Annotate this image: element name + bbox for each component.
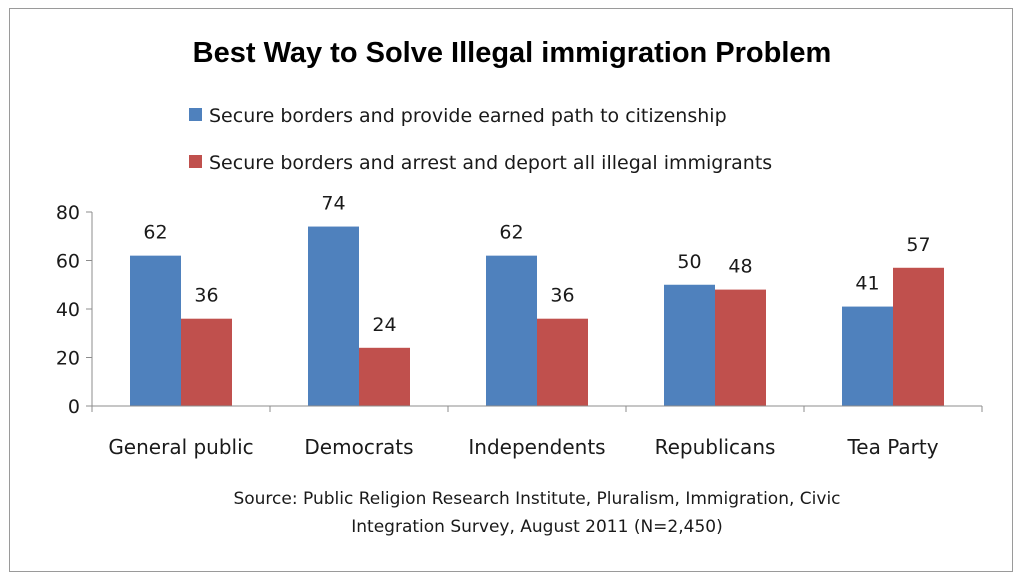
- data-label-independents-series-2: 36: [550, 285, 574, 307]
- bar-tea-party-series-1: [842, 306, 893, 406]
- data-label-republicans-series-1: 50: [677, 251, 701, 273]
- bar-independents-series-1: [486, 255, 537, 406]
- source-note: Source: Public Religion Research Institu…: [233, 489, 840, 537]
- data-label-tea-party-series-2: 57: [906, 234, 930, 256]
- data-label-democrats-series-2: 24: [372, 314, 396, 336]
- bar-tea-party-series-2: [893, 267, 944, 406]
- y-tick-label: 0: [68, 396, 80, 418]
- source-line-2: Integration Survey, August 2011 (N=2,450…: [351, 517, 722, 537]
- legend-swatch-path-to-citizenship: [189, 108, 202, 121]
- plot-area: 0 20 40 60 80 62 36 General public 74 24 Democrats…: [56, 193, 983, 459]
- data-label-tea-party-series-1: 41: [855, 273, 879, 295]
- x-tick-label-tea-party: Tea Party: [846, 435, 938, 459]
- y-tick-label: 40: [56, 299, 80, 321]
- legend-label-path-to-citizenship: Secure borders and provide earned path t…: [209, 105, 727, 127]
- y-tick-label: 20: [56, 348, 80, 370]
- data-label-republicans-series-2: 48: [728, 256, 752, 278]
- bar-republicans-series-1: [664, 284, 715, 406]
- bar-republicans-series-2: [715, 289, 766, 406]
- data-label-democrats-series-1: 74: [321, 193, 345, 215]
- bar-independents-series-2: [537, 318, 588, 406]
- x-tick-label-independents: Independents: [468, 435, 605, 459]
- x-tick-label-democrats: Democrats: [304, 435, 413, 459]
- legend-label-arrest-and-deport: Secure borders and arrest and deport all…: [209, 152, 772, 174]
- bar-general-public-series-2: [181, 318, 232, 406]
- x-tick-label-general-public: General public: [108, 435, 253, 459]
- y-tick-label: 60: [56, 251, 80, 273]
- bar-general-public-series-1: [130, 255, 181, 406]
- source-line-1: Source: Public Religion Research Institu…: [233, 489, 840, 509]
- bar-democrats-series-1: [308, 226, 359, 406]
- data-label-independents-series-1: 62: [499, 222, 523, 244]
- chart-title: Best Way to Solve Illegal immigration Pr…: [193, 37, 832, 69]
- x-tick-label-republicans: Republicans: [655, 435, 776, 459]
- legend: Secure borders and provide earned path t…: [189, 105, 772, 174]
- data-label-general-public-series-1: 62: [143, 222, 167, 244]
- bar-democrats-series-2: [359, 347, 410, 406]
- legend-swatch-arrest-and-deport: [189, 155, 202, 168]
- data-label-general-public-series-2: 36: [194, 285, 218, 307]
- y-tick-label: 80: [56, 202, 80, 224]
